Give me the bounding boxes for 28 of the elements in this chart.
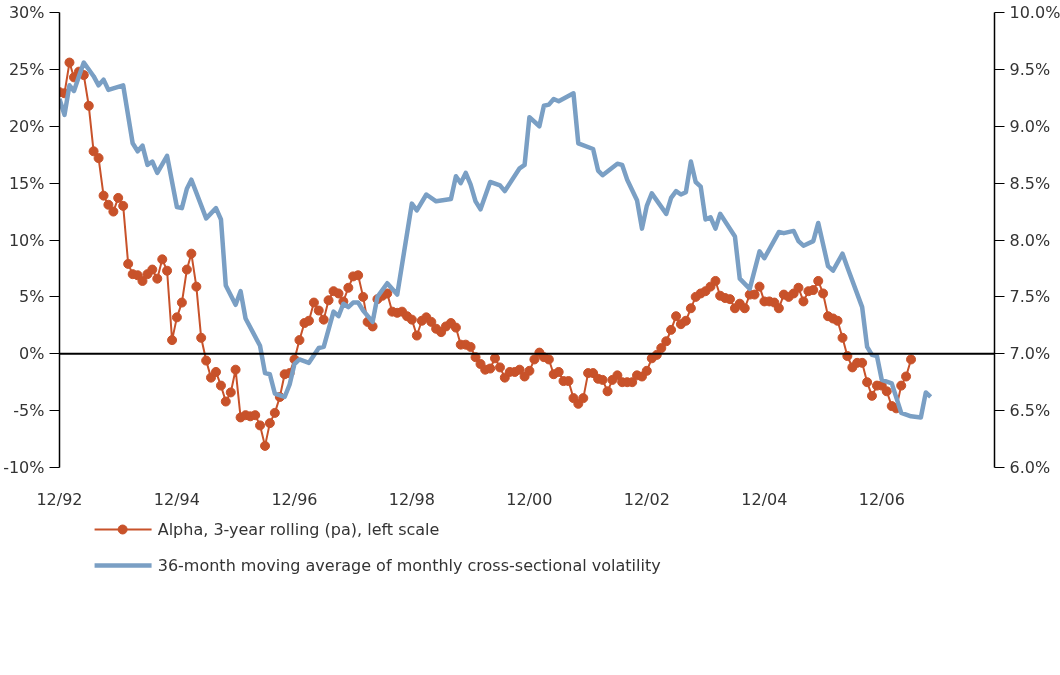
- x-tick-label: 12/96: [271, 489, 318, 509]
- legend-label: Alpha, 3-year rolling (pa), left scale: [157, 520, 440, 539]
- y2-tick-label: 8.5%: [1009, 173, 1051, 193]
- y2-tick-label: 6.5%: [1009, 401, 1051, 421]
- y-tick-label: -5%: [13, 401, 45, 421]
- y-tick-label: 25%: [8, 59, 45, 79]
- x-tick-label: 12/98: [388, 489, 435, 509]
- y2-tick-label: 6.0%: [1009, 458, 1051, 477]
- y-tick-label: 5%: [19, 287, 45, 307]
- legend-label: 36-month moving average of monthly cross-sectional volatility: [157, 556, 661, 575]
- x-tick-label: 12/00: [506, 489, 553, 509]
- y-tick-label: 15%: [8, 173, 45, 193]
- y2-tick-label: 9.5%: [1009, 59, 1051, 79]
- y-tick-label: 10%: [8, 230, 45, 250]
- y2-tick-label: 9.0%: [1009, 116, 1051, 136]
- y-tick-label: 0%: [19, 344, 45, 364]
- y-tick-label: 20%: [8, 116, 45, 136]
- x-tick-label: 12/04: [741, 489, 788, 509]
- y-tick-label: -10%: [3, 458, 45, 477]
- x-tick-label: 12/92: [36, 489, 83, 509]
- y2-tick-label: 10.0%: [1009, 3, 1060, 22]
- x-tick-label: 12/06: [858, 489, 905, 509]
- y2-tick-label: 7.5%: [1009, 287, 1051, 307]
- x-tick-label: 12/02: [623, 489, 670, 509]
- y-tick-label: 30%: [8, 3, 45, 22]
- y2-tick-label: 8.0%: [1009, 230, 1051, 250]
- x-tick-label: 12/94: [153, 489, 200, 509]
- y2-tick-label: 7.0%: [1009, 344, 1051, 364]
